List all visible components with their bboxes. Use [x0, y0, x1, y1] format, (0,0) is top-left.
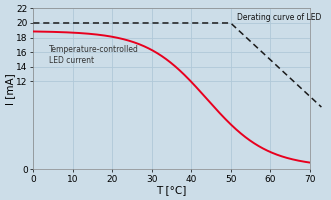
Y-axis label: I [mA]: I [mA] — [5, 73, 15, 105]
Text: Temperature-controlled
LED current: Temperature-controlled LED current — [49, 45, 139, 65]
X-axis label: T [°C]: T [°C] — [156, 185, 187, 195]
Text: Derating curve of LED: Derating curve of LED — [237, 13, 321, 22]
